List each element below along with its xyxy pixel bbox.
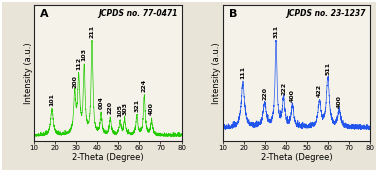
Text: 422: 422 [317,84,322,97]
Y-axis label: Intensity (a.u.): Intensity (a.u.) [212,42,222,104]
Text: 303: 303 [122,102,127,115]
Text: 220: 220 [108,101,113,114]
Y-axis label: Intensity (a.u.): Intensity (a.u.) [24,42,33,104]
Text: 103: 103 [82,48,87,61]
Text: B: B [229,9,237,19]
Text: 224: 224 [142,78,147,92]
Text: 105: 105 [118,104,122,117]
Text: 321: 321 [135,99,139,112]
Text: 400: 400 [149,102,154,115]
X-axis label: 2-Theta (Degree): 2-Theta (Degree) [72,153,144,162]
Text: 400: 400 [337,95,342,108]
Text: 111: 111 [240,66,245,79]
Text: 511: 511 [325,62,330,75]
Text: JCPDS no. 23-1237: JCPDS no. 23-1237 [287,9,366,18]
X-axis label: 2-Theta (Degree): 2-Theta (Degree) [261,153,333,162]
Text: 004: 004 [99,96,104,109]
Text: 222: 222 [281,82,286,95]
Text: 101: 101 [50,93,54,106]
Text: 112: 112 [76,57,81,70]
Text: 400: 400 [290,89,295,102]
Text: 211: 211 [90,25,94,38]
Text: 311: 311 [274,25,279,38]
Text: JCPDS no. 77-0471: JCPDS no. 77-0471 [98,9,177,18]
Text: 220: 220 [262,87,267,100]
Text: A: A [40,9,48,19]
Text: 200: 200 [72,75,77,88]
